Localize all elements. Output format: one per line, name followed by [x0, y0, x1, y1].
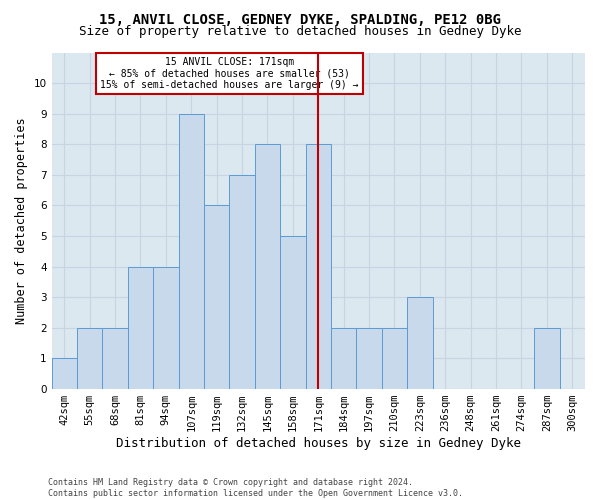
- Bar: [52, 358, 77, 389]
- Bar: [534, 328, 560, 389]
- Bar: [356, 328, 382, 389]
- Bar: [179, 114, 204, 389]
- Bar: [382, 328, 407, 389]
- Bar: [77, 328, 103, 389]
- Bar: [128, 266, 153, 389]
- Bar: [103, 328, 128, 389]
- Bar: [305, 144, 331, 389]
- Bar: [229, 175, 255, 389]
- Bar: [407, 298, 433, 389]
- Bar: [331, 328, 356, 389]
- Text: Contains HM Land Registry data © Crown copyright and database right 2024.
Contai: Contains HM Land Registry data © Crown c…: [48, 478, 463, 498]
- Bar: [204, 206, 229, 389]
- Text: 15 ANVIL CLOSE: 171sqm
← 85% of detached houses are smaller (53)
15% of semi-det: 15 ANVIL CLOSE: 171sqm ← 85% of detached…: [100, 57, 359, 90]
- X-axis label: Distribution of detached houses by size in Gedney Dyke: Distribution of detached houses by size …: [116, 437, 521, 450]
- Y-axis label: Number of detached properties: Number of detached properties: [15, 118, 28, 324]
- Text: 15, ANVIL CLOSE, GEDNEY DYKE, SPALDING, PE12 0BG: 15, ANVIL CLOSE, GEDNEY DYKE, SPALDING, …: [99, 12, 501, 26]
- Bar: [153, 266, 179, 389]
- Text: Size of property relative to detached houses in Gedney Dyke: Size of property relative to detached ho…: [79, 25, 521, 38]
- Bar: [255, 144, 280, 389]
- Bar: [280, 236, 305, 389]
